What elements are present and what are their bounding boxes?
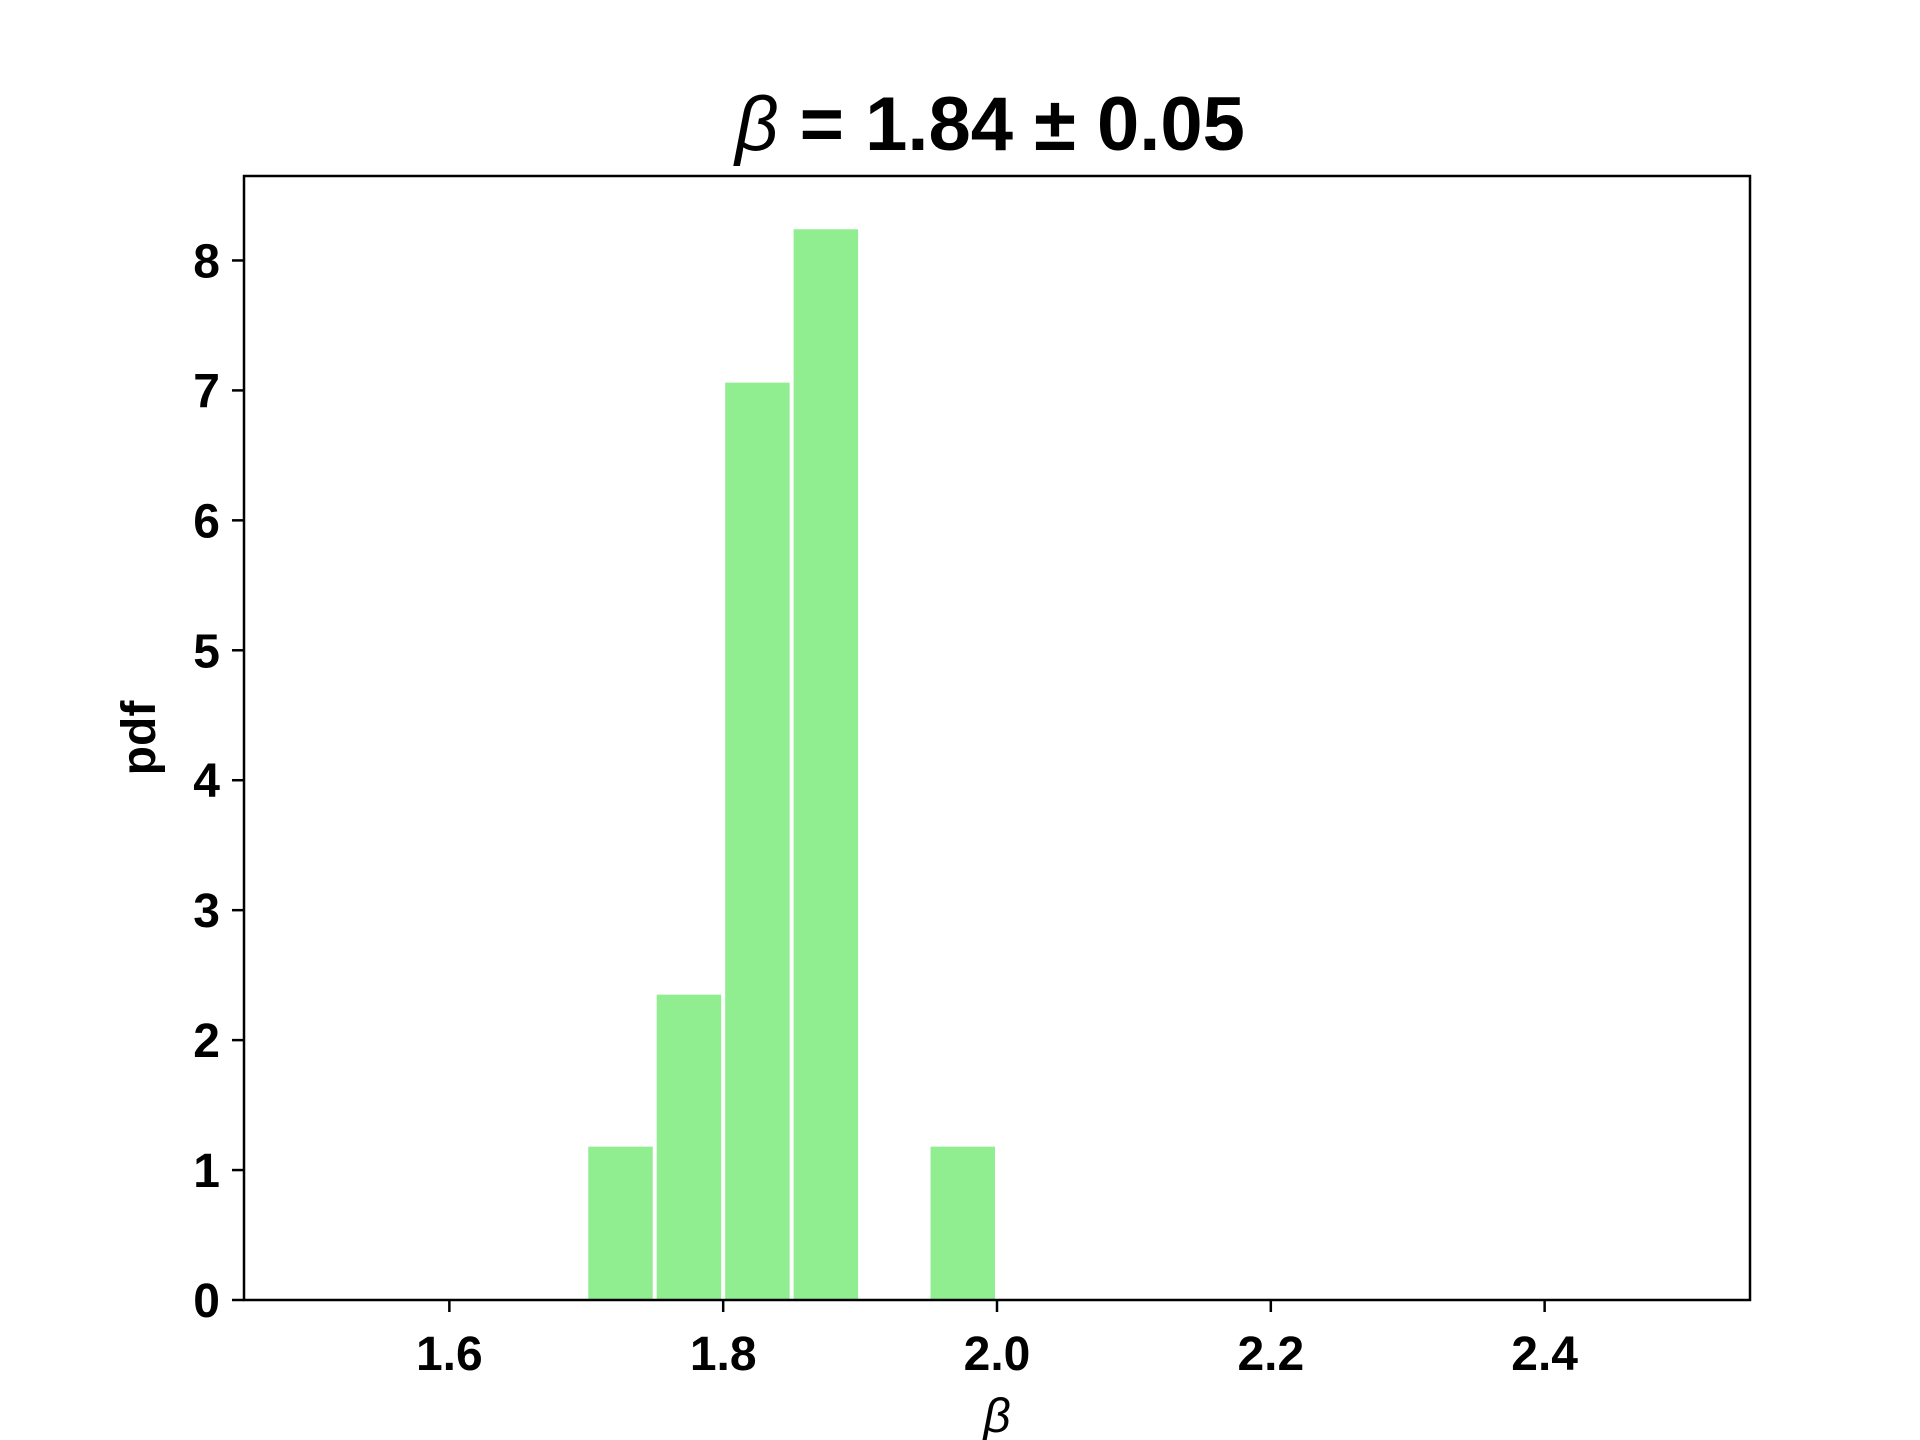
- x-tick-label: 1.8: [690, 1328, 757, 1381]
- x-axis-ticks: 1.6 1.8 2.0 2.2 2.4: [416, 1300, 1578, 1381]
- x-tick-label: 2.4: [1511, 1328, 1578, 1381]
- y-tick-label: 8: [193, 235, 220, 288]
- histogram-bar: [930, 1146, 995, 1300]
- y-tick-label: 4: [193, 755, 220, 808]
- bars-group: [588, 229, 995, 1300]
- y-tick-label: 7: [193, 365, 220, 418]
- x-axis-label: β: [981, 1390, 1010, 1440]
- y-tick-label: 5: [193, 625, 220, 678]
- y-tick-label: 3: [193, 885, 220, 938]
- x-tick-label: 2.2: [1237, 1328, 1304, 1381]
- y-tick-label: 0: [193, 1275, 220, 1328]
- histogram-bar: [588, 1146, 653, 1300]
- plot-frame: [242, 174, 1752, 1302]
- x-tick-label: 2.0: [964, 1328, 1031, 1381]
- histogram-bar: [656, 994, 722, 1300]
- chart-title-symbol: β: [733, 82, 778, 167]
- y-tick-label: 1: [193, 1145, 220, 1198]
- y-tick-label: 6: [193, 495, 220, 548]
- y-axis-ticks: 0 1 2 3 4 5 6 7 8: [193, 235, 244, 1328]
- histogram-bar: [725, 382, 790, 1300]
- x-tick-label: 1.6: [416, 1328, 483, 1381]
- chart-title: β = 1.84 ± 0.05: [733, 82, 1245, 167]
- y-tick-label: 2: [193, 1015, 220, 1068]
- y-axis-label: pdf: [113, 700, 166, 776]
- histogram-bar: [793, 229, 859, 1300]
- chart-title-text: = 1.84 ± 0.05: [779, 82, 1245, 167]
